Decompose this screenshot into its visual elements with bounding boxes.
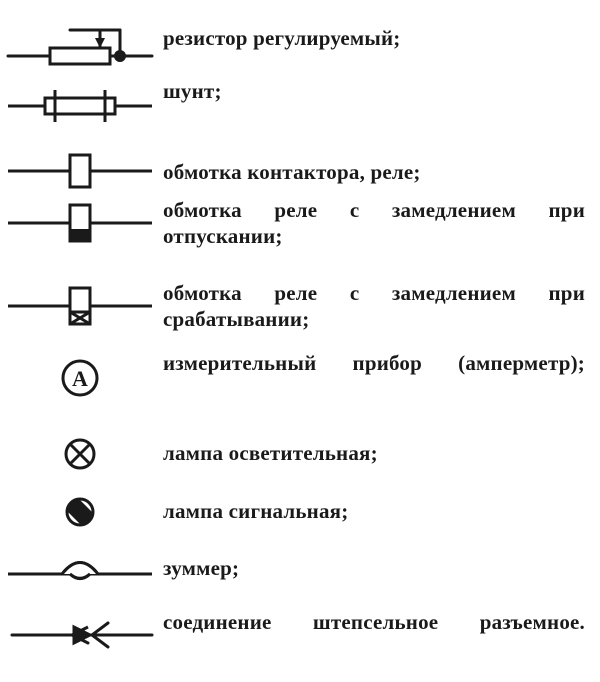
label-variable-resistor: резистор регулируемый; [163,25,585,51]
row-plug-connector: соединение штепсельное разъем­ное. [0,607,600,667]
row-relay-operate-delay: обмотка реле с замедлением при срабатыва… [0,278,600,348]
symbol-shunt [0,78,160,138]
label-relay-release-delay: обмотка реле с замедлением при отпускани… [163,197,585,250]
row-shunt: шунт; [0,78,600,138]
symbol-lamp-lighting [0,434,160,484]
symbol-ammeter: А [0,348,160,418]
symbol-buzzer [0,549,160,599]
ammeter-letter: А [72,366,88,391]
symbol-contactor-coil [0,153,160,195]
label-contactor-coil: обмотка контактора, реле; [163,159,585,185]
label-buzzer: зуммер; [163,555,585,581]
symbol-lamp-signal [0,494,160,544]
label-shunt: шунт; [163,78,585,104]
symbol-plug-connector [0,607,160,667]
row-relay-release-delay: обмотка реле с замедлением при отпускани… [0,195,600,265]
row-lamp-lighting: лампа осветительная; [0,434,600,484]
row-buzzer: зуммер; [0,549,600,599]
legend-page: резистор регулируемый; шунт; [0,0,600,682]
row-lamp-signal: лампа сигнальная; [0,494,600,544]
label-lamp-lighting: лампа осветительная; [163,440,585,466]
label-lamp-signal: лампа сигнальная; [163,498,585,524]
label-plug-connector: соединение штепсельное разъем­ное. [163,609,585,635]
symbol-relay-operate-delay [0,278,160,348]
label-ammeter: измерительный прибор (ампер­метр); [163,350,585,376]
label-relay-operate-delay: обмотка реле с замедлением при срабатыва… [163,280,585,333]
symbol-variable-resistor [0,20,160,78]
row-variable-resistor: резистор регулируемый; [0,20,600,78]
symbol-relay-release-delay [0,195,160,265]
row-ammeter: А измерительный прибор (ампер­метр); [0,348,600,418]
row-contactor-coil: обмотка контактора, реле; [0,153,600,195]
